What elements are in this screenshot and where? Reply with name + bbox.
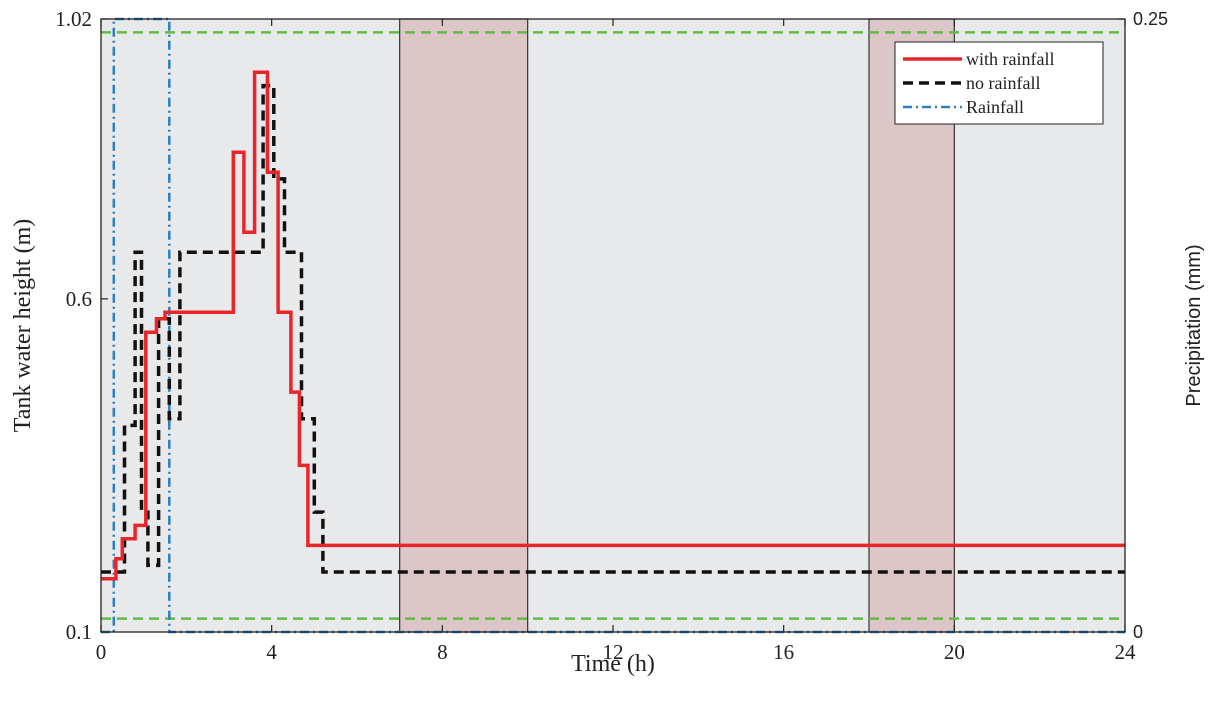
x-tick-label: 24 <box>1115 640 1137 664</box>
y2-tick-label: 0.25 <box>1133 9 1168 29</box>
legend: with rainfall no rainfall Rainfall <box>894 41 1104 125</box>
legend-label-with-rainfall: with rainfall <box>966 49 1054 69</box>
series-line-with-rainfall <box>101 70 1125 581</box>
y-axis-ticks: 0.1 0.6 1.02 <box>55 7 108 644</box>
y2-axis-title: Precipitation (mm) <box>1183 244 1205 406</box>
x-tick-label: 8 <box>437 640 448 664</box>
y2-axis-ticks: 00.25 <box>1118 9 1168 642</box>
threshold-lines <box>101 31 1125 620</box>
x-axis-ticks: 0 4 8 12 16 20 24 <box>96 19 1136 664</box>
y-tick-label: 0.1 <box>66 620 92 644</box>
y2-tick-label: 0 <box>1133 622 1143 642</box>
x-tick-label: 0 <box>96 640 107 664</box>
series-line-no-rainfall <box>101 83 1125 574</box>
x-axis-title: Time (h) <box>571 651 655 677</box>
y-axis-title: Tank water height (m) <box>10 219 36 433</box>
x-tick-label: 16 <box>773 640 794 664</box>
y-tick-label: 1.02 <box>55 7 92 31</box>
x-tick-label: 20 <box>944 640 965 664</box>
x-tick-label: 12 <box>603 640 624 664</box>
legend-label-no-rainfall: no rainfall <box>966 73 1040 93</box>
y-tick-label: 0.6 <box>66 287 92 311</box>
legend-label-rainfall: Rainfall <box>966 97 1024 117</box>
x-tick-label: 4 <box>266 640 277 664</box>
shaded-band-0 <box>399 18 529 633</box>
legend-box <box>894 41 1104 125</box>
